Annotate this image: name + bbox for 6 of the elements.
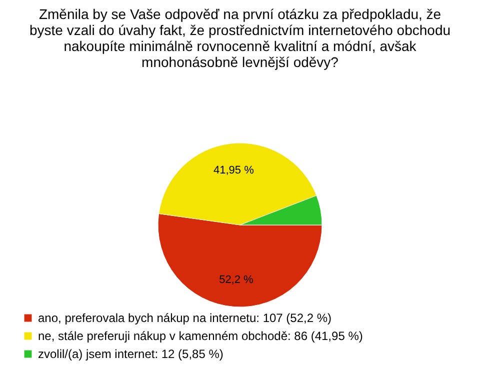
legend-label: zvolil/(a) jsem internet: 12 (5,85 %) — [38, 347, 224, 361]
data-label: 52,2 % — [219, 274, 254, 286]
legend-label: ano, preferovala bych nákup na internetu: 107 (52,2 %) — [38, 311, 332, 325]
legend-label: ne, stále preferuji nákup v kamenném obchodě: 86 (41,95 %) — [38, 329, 363, 343]
chart-title: Změnila by se Vaše odpověď na první otázku za předpokladu, že byste vzali do úvahy fakt, že prostřednictvím internetového obchodu nakoupíte minimálně rovnocenně kvalitní a módní, avšak mnohonásobně levnější oděvy? — [29, 6, 451, 70]
data-label: 41,95 % — [214, 164, 254, 176]
